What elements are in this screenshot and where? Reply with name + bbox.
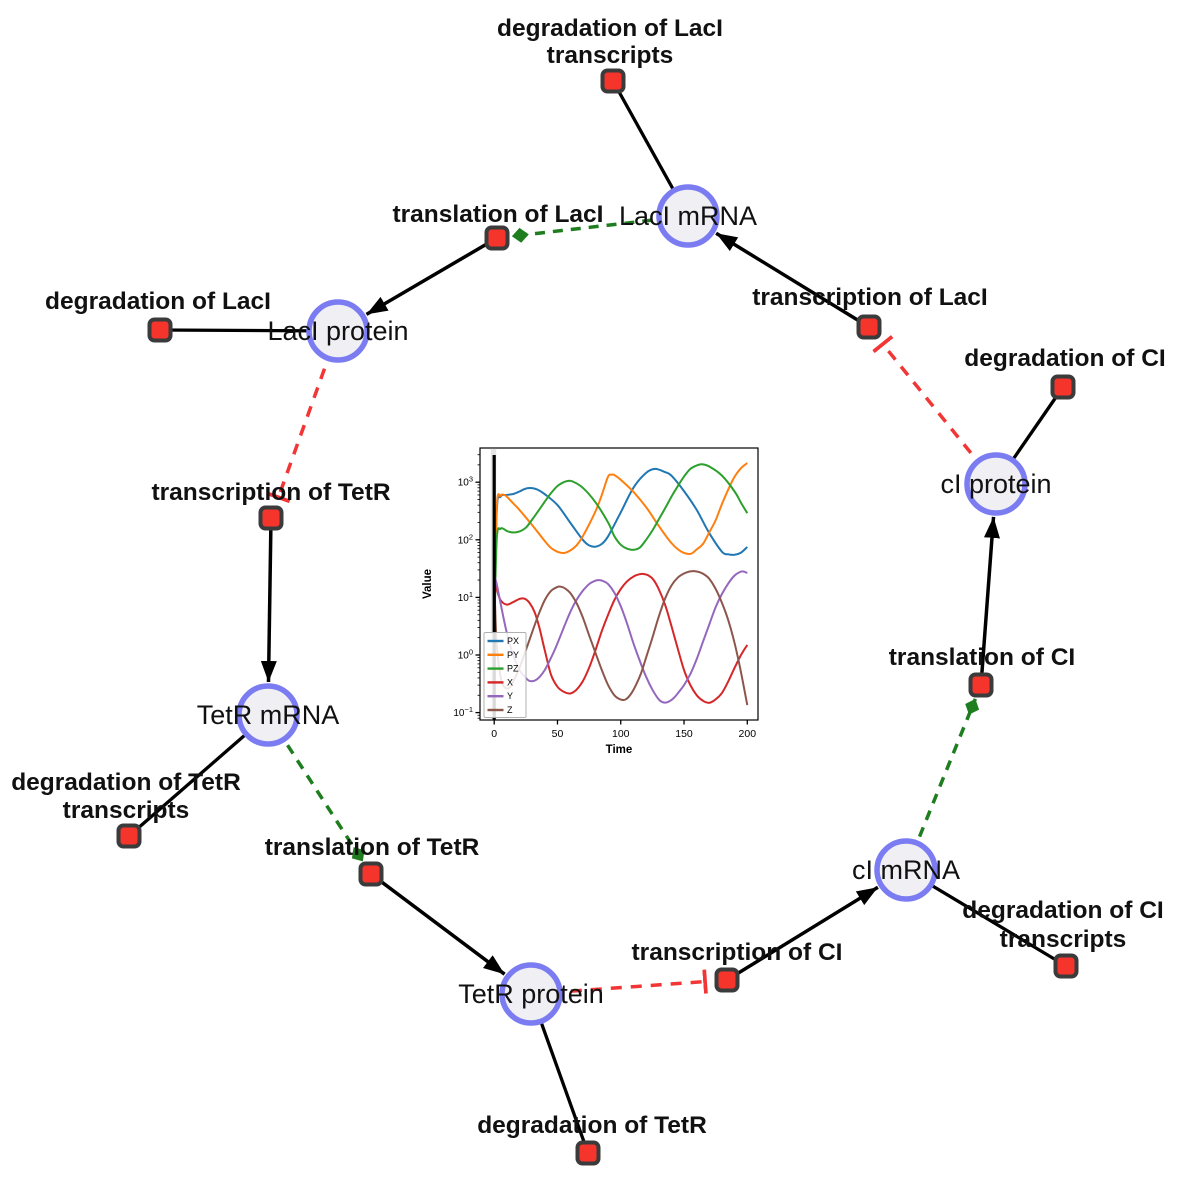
reaction-node-rx_deg_laci[interactable] xyxy=(147,317,173,343)
svg-text:100: 100 xyxy=(612,728,630,740)
species-label-tetr_mrna: TetR mRNA xyxy=(197,700,340,730)
species-label-ci_mrna: cI mRNA xyxy=(852,855,960,885)
svg-text:101: 101 xyxy=(458,590,473,604)
edge-production-rx_tc_tetr-to-tetr_mrna xyxy=(260,517,277,683)
species-label-laci_protein: LacI protein xyxy=(267,316,408,346)
legend-label-Z: Z xyxy=(507,705,513,715)
reaction-node-rx_deg_ci[interactable] xyxy=(1050,374,1076,400)
reaction-label-rx_deg_ci_tr: degradation of CI transcripts xyxy=(962,897,1163,953)
edge-translation-ci_mrna-to-rx_tl_ci xyxy=(904,698,980,871)
legend-label-X: X xyxy=(507,677,513,687)
chart-legend: PX PY PZ XYZ xyxy=(483,632,527,718)
svg-text:0: 0 xyxy=(491,728,497,740)
y-axis-label: Value xyxy=(422,569,434,599)
edge-translation-tetr_mrna-to-rx_tl_tetr xyxy=(266,714,365,863)
labels-layer: degradation of LacI transcripts translatio… xyxy=(11,15,1166,1139)
reaction-label-rx_tc_tetr: transcription of TetR xyxy=(151,479,390,506)
reaction-node-rx_tl_laci[interactable] xyxy=(484,225,510,251)
edge-production-rx_tl_ci-to-ci_protein xyxy=(979,516,1000,686)
svg-text:150: 150 xyxy=(675,728,693,740)
species-node-laci_mrna[interactable] xyxy=(656,184,720,248)
reaction-node-rx_deg_tetr[interactable] xyxy=(575,1140,601,1166)
edge-production-rx_tl_tetr-to-tetr_protein xyxy=(369,872,506,976)
reaction-label-rx_tl_tetr: translation of TetR xyxy=(265,834,480,861)
species-label-laci_mrna: LacI mRNA xyxy=(619,201,757,231)
axis-ticks: 0 50 100 150 200 103 102 101 100 10−1 xyxy=(453,454,757,740)
reaction-label-rx_tl_ci: translation of CI xyxy=(889,644,1075,671)
species-node-ci_mrna[interactable] xyxy=(874,838,938,902)
svg-text:103: 103 xyxy=(458,475,473,489)
reaction-label-rx_tc_ci: transcription of CI xyxy=(632,939,843,966)
svg-text:100: 100 xyxy=(458,648,473,662)
reaction-node-rx_deg_ci_tr[interactable] xyxy=(1053,953,1079,979)
species-label-tetr_protein: TetR protein xyxy=(458,979,604,1009)
reaction-label-rx_tl_laci: translation of LacI xyxy=(392,201,603,228)
species-node-laci_protein[interactable] xyxy=(306,299,370,363)
svg-text:102: 102 xyxy=(458,532,473,546)
reaction-node-rx_tc_tetr[interactable] xyxy=(258,505,284,531)
species-node-ci_protein[interactable] xyxy=(964,452,1028,516)
legend-label-PX: PX xyxy=(507,636,519,646)
legend-label-PZ: PZ xyxy=(507,664,519,674)
reaction-node-rx_deg_tetr_tr[interactable] xyxy=(116,823,142,849)
reaction-label-rx_deg_laci_tr: degradation of LacI transcripts xyxy=(497,15,723,69)
reaction-label-rx_tc_laci: transcription of LacI xyxy=(752,284,988,311)
reaction-label-rx_deg_tetr_tr: degradation of TetR transcripts xyxy=(11,769,241,824)
series-line-PY xyxy=(493,462,748,638)
legend-label-PY: PY xyxy=(507,650,519,660)
x-axis-label: Time xyxy=(606,744,633,756)
species-nodes-layer xyxy=(236,184,1028,1026)
series-line-X xyxy=(493,572,749,704)
edge-production-rx_tc_laci-to-laci_mrna xyxy=(715,231,870,329)
reaction-node-rx_tl_ci[interactable] xyxy=(968,672,994,698)
edge-production-rx_tc_ci-to-ci_mrna xyxy=(726,885,879,982)
series-line-PZ xyxy=(493,463,749,638)
svg-text:200: 200 xyxy=(739,728,757,740)
reaction-label-rx_deg_laci: degradation of LacI xyxy=(45,288,271,315)
edge-production-rx_tl_laci-to-laci_protein xyxy=(365,236,498,316)
svg-text:10−1: 10−1 xyxy=(453,705,473,719)
reaction-nodes-layer xyxy=(116,68,1079,1166)
svg-text:50: 50 xyxy=(552,728,564,740)
reaction-node-rx_deg_laci_tr[interactable] xyxy=(600,68,626,94)
reaction-node-rx_tc_laci[interactable] xyxy=(856,314,882,340)
reaction-label-rx_deg_ci: degradation of CI xyxy=(964,345,1165,372)
series-line-Y xyxy=(493,570,748,704)
edge-translation-laci_mrna-to-rx_tl_laci xyxy=(511,214,689,243)
legend-label-Y: Y xyxy=(507,691,513,701)
series-line-Z xyxy=(493,570,749,706)
reaction-label-rx_deg_tetr: degradation of TetR xyxy=(477,1112,707,1139)
reaction-node-rx_tc_ci[interactable] xyxy=(714,967,740,993)
reaction-node-rx_tl_tetr[interactable] xyxy=(358,861,384,887)
chart-series-layer xyxy=(493,462,749,706)
species-node-tetr_mrna[interactable] xyxy=(236,683,300,747)
inset-plot: 0 50 100 150 20010310210110010−1TimeValuePXP… xyxy=(422,447,759,756)
species-node-tetr_protein[interactable] xyxy=(499,962,563,1026)
species-label-ci_protein: cI protein xyxy=(940,469,1051,499)
